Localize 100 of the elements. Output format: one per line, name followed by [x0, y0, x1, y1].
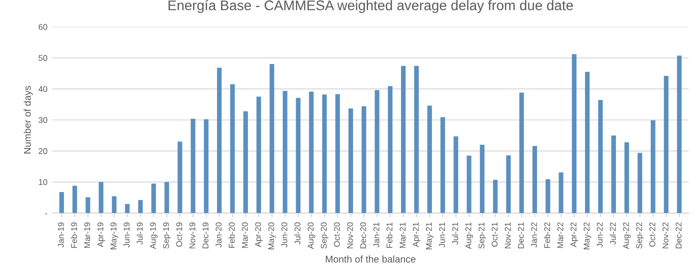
bar	[178, 142, 182, 214]
bar	[677, 56, 682, 214]
bar	[427, 106, 432, 214]
bar	[230, 84, 235, 214]
x-tick-label: May-22	[584, 222, 592, 250]
bar	[374, 90, 380, 214]
x-tick-label: Sep-19	[163, 222, 171, 249]
bar	[125, 204, 130, 214]
x-tick-label: Dec-22	[676, 222, 682, 248]
x-tick-label: Feb-20	[228, 222, 235, 248]
bar	[217, 68, 222, 214]
bar	[335, 94, 340, 214]
x-tick-label: Sep-21	[478, 222, 486, 249]
x-tick-label: May-21	[426, 222, 434, 250]
x-tick-label: Mar-20	[242, 222, 248, 248]
x-tick-label: Dec-21	[518, 222, 524, 248]
x-axis-title: Month of the balance	[326, 255, 416, 263]
x-tick-label: Apr-22	[570, 222, 578, 248]
bar	[86, 197, 90, 214]
y-tick-label: 60	[38, 24, 48, 30]
x-tick-label: Jul-21	[452, 222, 458, 245]
x-tick-label: Feb-19	[70, 222, 78, 248]
bar	[585, 72, 590, 214]
bar	[164, 182, 170, 214]
bar	[611, 135, 616, 214]
x-tick-label: Jul-20	[294, 222, 300, 245]
bar	[282, 91, 288, 214]
x-tick-label: Aug-20	[308, 222, 316, 249]
x-tick-label: Jul-19	[136, 222, 143, 245]
x-tick-label: Nov-21	[504, 222, 511, 248]
x-tick-label: Sep-20	[320, 222, 328, 249]
x-tick-label: Mar-21	[400, 222, 406, 248]
x-tick-label: Apr-19	[97, 222, 105, 248]
bar	[151, 184, 156, 214]
x-tick-label: Sep-22	[636, 222, 644, 249]
bar	[414, 66, 419, 214]
x-tick-label: Jan-19	[58, 222, 64, 248]
bar	[204, 119, 208, 214]
bar	[243, 111, 248, 214]
x-tick-label: Nov-20	[347, 222, 353, 248]
bar	[440, 117, 446, 214]
x-tick-label: Dec-20	[360, 222, 366, 248]
bar	[256, 96, 262, 214]
bar	[572, 54, 576, 214]
bar	[638, 152, 642, 214]
bar	[598, 100, 603, 214]
x-tick-label: Jun-21	[439, 222, 445, 248]
bar	[72, 186, 78, 214]
bar	[309, 92, 314, 214]
bar	[664, 76, 668, 214]
bar	[190, 118, 196, 214]
x-tick-label: Jan-21	[373, 222, 380, 248]
y-tick-label: 20	[38, 148, 48, 154]
x-tick-label: Nov-19	[189, 222, 196, 248]
x-tick-label: Oct-20	[334, 222, 340, 247]
x-tick-label: Feb-21	[386, 222, 392, 248]
bar	[388, 86, 392, 214]
bar	[480, 144, 484, 214]
bar	[558, 172, 564, 214]
bar	[296, 98, 300, 214]
x-tick-label: Mar-19	[84, 222, 90, 248]
y-tick-label: 30	[38, 117, 48, 124]
x-tick-label: May-20	[268, 222, 276, 250]
bar	[270, 64, 274, 214]
x-tick-label: Apr-20	[255, 222, 263, 248]
bar	[624, 142, 630, 214]
y-axis-title: Number of days	[24, 86, 33, 154]
bar	[348, 108, 354, 214]
x-tick-label: Aug-21	[465, 222, 473, 249]
y-tick-label: 40	[38, 86, 48, 92]
bar	[506, 155, 511, 214]
x-tick-label: Dec-19	[202, 222, 208, 248]
bar	[454, 136, 458, 214]
bar	[401, 66, 406, 214]
x-tick-label: Jun-20	[281, 222, 288, 248]
bar	[650, 120, 656, 214]
bar	[59, 192, 64, 214]
x-tick-label: Mar-22	[557, 222, 564, 248]
x-tick-label: Jan-22	[531, 222, 537, 248]
bar	[98, 182, 104, 214]
x-tick-label: Feb-22	[544, 222, 550, 248]
bar	[112, 196, 116, 214]
bar	[532, 146, 538, 214]
bar	[493, 180, 498, 214]
x-tick-label: May-19	[110, 222, 118, 250]
y-tick-label: 10	[38, 179, 48, 186]
bar	[138, 200, 143, 214]
chart-title: Energía Base - CAMMESA weighted average delay from due date	[168, 0, 573, 14]
x-tick-label: Jul-22	[610, 222, 616, 245]
bar	[519, 92, 524, 214]
x-tick-label: Aug-19	[150, 222, 158, 249]
x-tick-label: Apr-21	[412, 222, 420, 248]
x-tick-label: Oct-19	[176, 222, 182, 247]
x-tick-label: Jun-22	[596, 222, 603, 248]
x-tick-label: Aug-22	[623, 222, 631, 249]
bar	[322, 94, 327, 214]
bar	[466, 156, 472, 214]
bar	[362, 106, 366, 214]
x-tick-label: Nov-22	[662, 222, 668, 248]
x-tick-label: Oct-22	[649, 222, 656, 247]
